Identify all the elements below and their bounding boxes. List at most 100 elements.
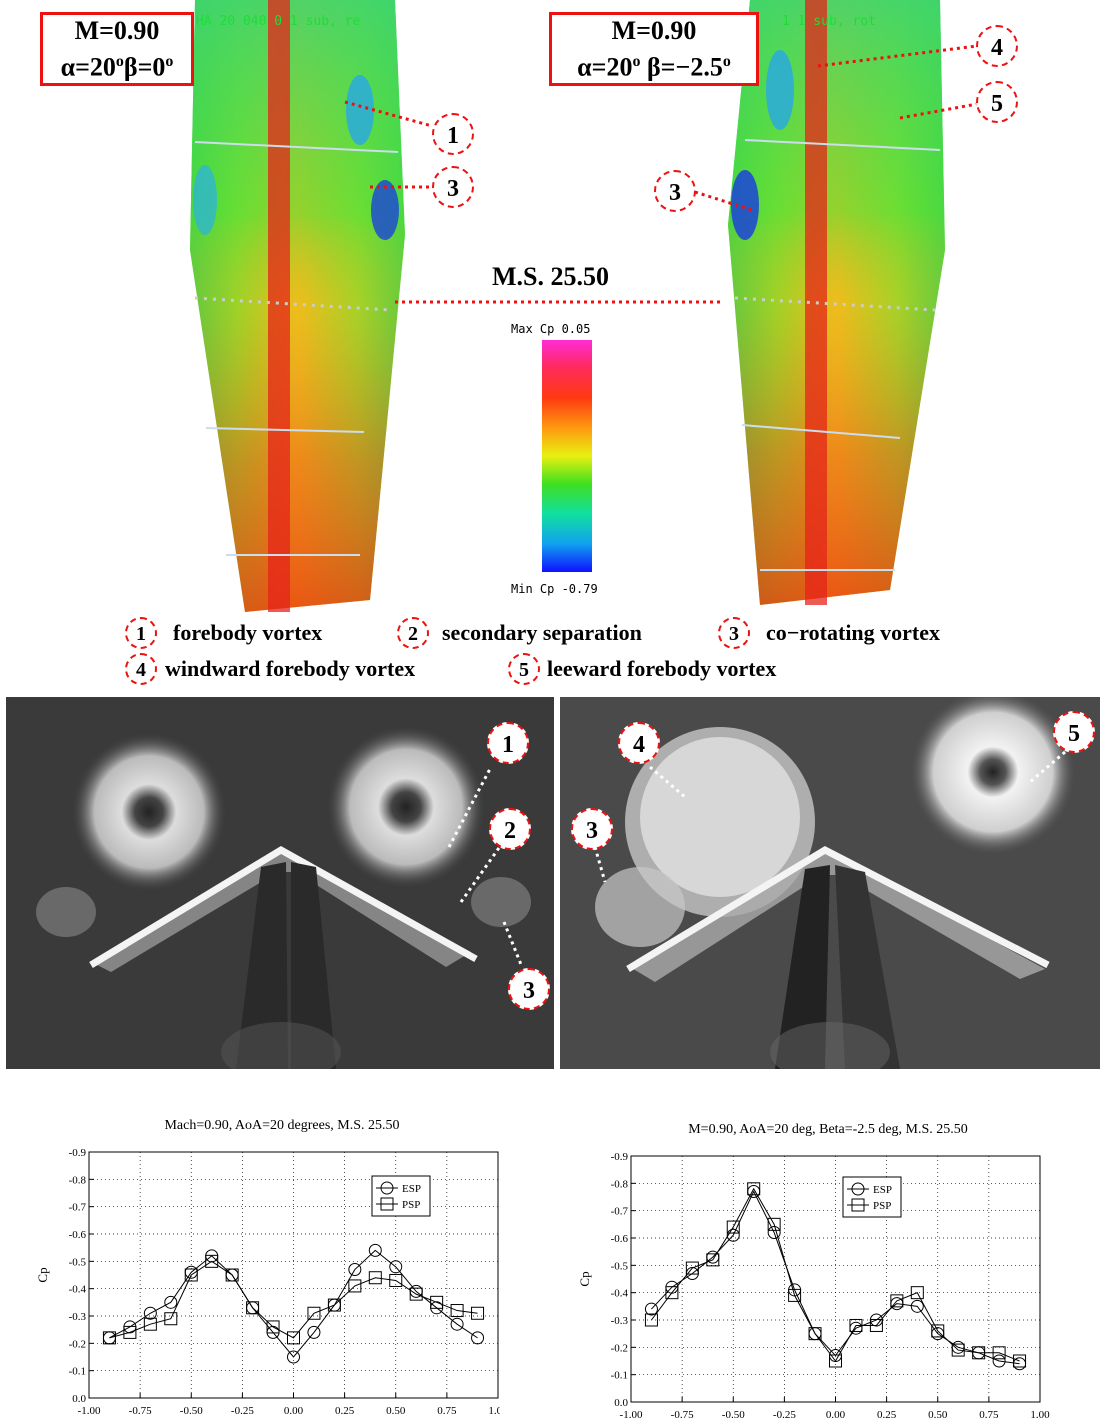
chart2-legend-marker [851, 1198, 865, 1212]
chart2-xtick-label: -0.25 [773, 1409, 796, 1421]
chart2-legend-marker [851, 1182, 865, 1196]
chart2-xtick-label: -0.75 [671, 1409, 694, 1421]
callout-left-3: 3 [432, 166, 474, 208]
chart1-ytick-label: -0.9 [69, 1147, 87, 1159]
colorbar [542, 340, 592, 572]
chart1-ylabel: Cp [35, 1267, 50, 1282]
chart1-point-psp [389, 1273, 403, 1287]
chart2-title: M=0.90, AoA=20 deg, Beta=-2.5 deg, M.S. … [688, 1122, 968, 1137]
photo-callout-right-5: 5 [1053, 711, 1095, 753]
chart1-legend-label: ESP [402, 1183, 421, 1195]
callout-left-1: 1 [432, 113, 474, 155]
chart1-point-esp [307, 1325, 321, 1339]
chart1-xtick-label: 1.00 [488, 1405, 500, 1417]
right-condition-angles: α=20o β=−2.5o [577, 52, 731, 82]
chart2-point-psp [869, 1318, 883, 1332]
chart2-xtick-label: 0.75 [979, 1409, 999, 1421]
legend-text-3: co−rotating vortex [766, 620, 941, 645]
chart1-point-psp [327, 1298, 341, 1312]
chart1-point-esp [450, 1317, 464, 1331]
chart1-ytick-label: -0.4 [69, 1284, 87, 1296]
chart2-ytick-label: -0.9 [611, 1151, 629, 1163]
chart2-ytick-label: 0.0 [614, 1397, 628, 1409]
chart1-ytick-label: -0.6 [69, 1229, 87, 1241]
chart2-series-psp [651, 1187, 1020, 1362]
legend-text-1: forebody vortex [173, 620, 323, 645]
legend-num-2: 2 [397, 617, 429, 649]
chart2-point-esp [726, 1228, 740, 1242]
chart1-point-psp [471, 1306, 485, 1320]
chart1-ytick-label: -0.7 [69, 1202, 87, 1214]
chart2-xtick-label: 0.50 [928, 1409, 948, 1421]
chart2-ytick-label: -0.6 [611, 1233, 629, 1245]
chart2: -1.00 -0.75 -0.50 -0.25 0.00 0.25 0.50 0.75 1.00… [577, 1151, 1050, 1421]
legend-num-4: 4 [125, 653, 157, 685]
legend-text-2: secondary separation [442, 620, 642, 645]
chart2-legend [842, 1176, 902, 1218]
colorbar-max-label: Max Cp 0.05 [511, 322, 591, 336]
chart2-point-psp [849, 1318, 863, 1332]
flow-photo-left [6, 697, 554, 1069]
chart2-point-esp [910, 1299, 924, 1313]
psp-panels [190, 0, 978, 612]
chart1-point-esp [368, 1243, 382, 1257]
chart1-xtick-label: -1.00 [78, 1405, 101, 1417]
legend-num-3: 3 [718, 617, 750, 649]
overlay-text-left: HA 20 040 0 1 sub, re [196, 14, 361, 29]
chart1-point-psp [205, 1254, 219, 1268]
chart2-ytick-label: -0.8 [611, 1178, 629, 1190]
chart2-xtick-label: -1.00 [620, 1409, 643, 1421]
legend-num-5: 5 [508, 653, 540, 685]
chart1-point-esp [143, 1306, 157, 1320]
chart2-point-psp [890, 1294, 904, 1308]
callout-right-4: 4 [976, 25, 1018, 67]
chart2-point-esp [767, 1226, 781, 1240]
chart1-point-esp [389, 1260, 403, 1274]
chart1-ytick-label: -0.1 [69, 1366, 86, 1378]
chart1-point-psp [246, 1301, 260, 1315]
chart2-point-esp [644, 1302, 658, 1316]
chart2-ytick-label: -0.1 [611, 1370, 628, 1382]
legend-text-4: windward forebody vortex [165, 656, 416, 681]
chart2-ytick-label: -0.4 [611, 1288, 629, 1300]
chart2-ytick-label: -0.3 [611, 1315, 629, 1327]
left-psp-body [190, 0, 405, 612]
legend-num-1: 1 [125, 617, 157, 649]
chart1-point-esp [471, 1331, 485, 1345]
photo-callout-right-3: 3 [571, 808, 613, 850]
left-condition-mach: M=0.90 [74, 16, 160, 45]
callout-right-5: 5 [976, 81, 1018, 123]
chart1-point-psp [225, 1268, 239, 1282]
chart2-point-psp [951, 1343, 965, 1357]
chart2-ytick-label: -0.2 [611, 1342, 628, 1354]
chart1-point-psp [164, 1312, 178, 1326]
right-condition-mach: M=0.90 [611, 16, 697, 45]
left-condition-angles: α=20oβ=0o [60, 52, 174, 82]
right-psp-body [728, 0, 945, 605]
chart2-point-psp [726, 1220, 740, 1234]
chart1-point-psp [266, 1320, 280, 1334]
chart1-point-psp [368, 1271, 382, 1285]
chart1-point-psp [184, 1268, 198, 1282]
chart2-point-psp [972, 1346, 986, 1360]
chart2-xtick-label: 0.00 [826, 1409, 846, 1421]
chart2-point-psp [1013, 1354, 1027, 1368]
callout-right-3: 3 [654, 170, 696, 212]
chart1-legend-marker [380, 1197, 394, 1211]
left-condition-box: M=0.90 α=20oβ=0o [40, 12, 194, 86]
chart1-point-psp [123, 1325, 137, 1339]
chart1-point-psp [430, 1295, 444, 1309]
chart2-point-psp [829, 1354, 842, 1368]
chart2-point-psp [685, 1261, 699, 1275]
chart1-ytick-label: -0.3 [69, 1311, 87, 1323]
photo-callout-left-2: 2 [489, 808, 531, 850]
chart1-ytick-label: 0.0 [72, 1393, 86, 1405]
chart2-point-psp [747, 1182, 761, 1196]
chart1-xtick-label: 0.50 [386, 1405, 406, 1417]
station-label: M.S. 25.50 [492, 262, 609, 291]
chart2-point-psp [788, 1288, 802, 1302]
chart1: -1.00 -0.75 -0.50 -0.25 0.00 0.25 0.50 0.75 1.0 0… [35, 1147, 500, 1417]
chart1-point-psp [450, 1304, 464, 1318]
chart2-point-psp [808, 1327, 822, 1341]
chart2-point-psp [706, 1253, 720, 1267]
